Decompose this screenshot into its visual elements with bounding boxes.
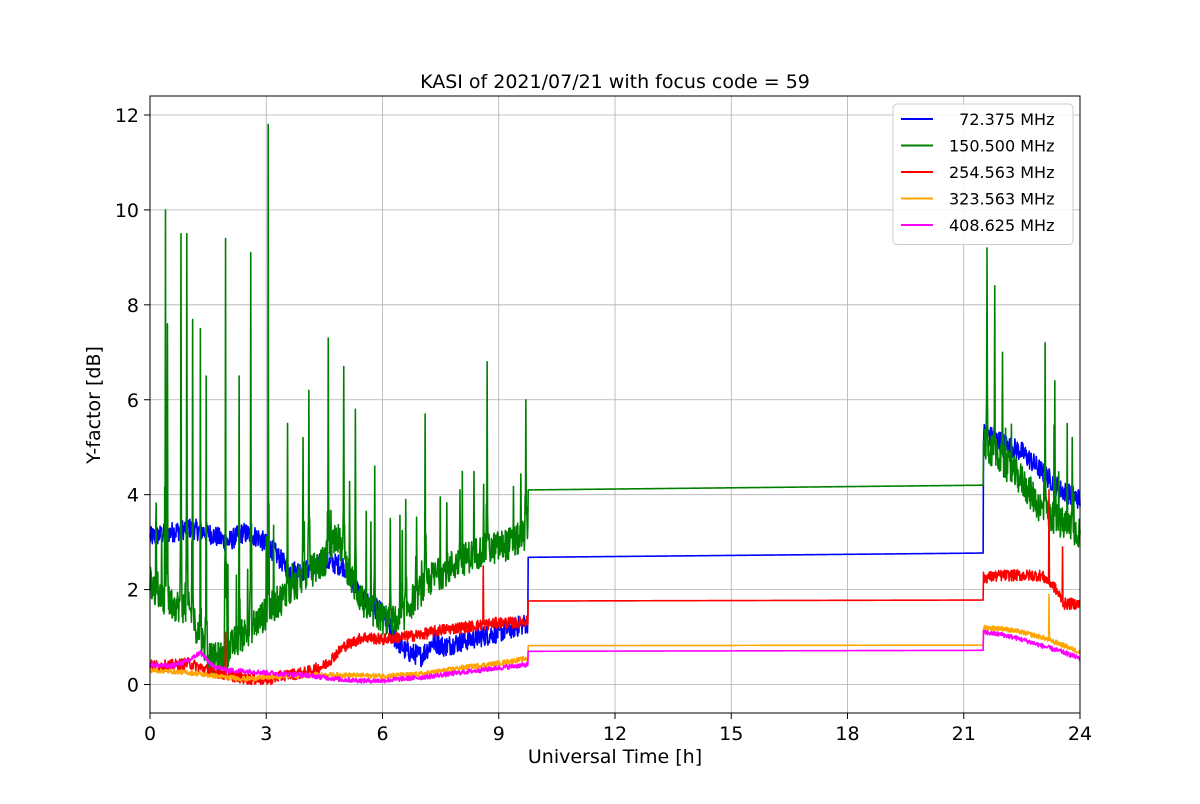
- y-tick-label: 0: [127, 675, 139, 697]
- y-tick-label: 12: [115, 105, 139, 127]
- series-layer: [149, 123, 1081, 686]
- x-tick-label: 6: [376, 723, 388, 745]
- x-tick-label: 15: [719, 723, 743, 745]
- y-tick-label: 4: [127, 485, 139, 507]
- series-line-5: [149, 629, 1081, 684]
- x-tick-label: 24: [1068, 723, 1092, 745]
- legend-label: 323.563 MHz: [949, 190, 1054, 209]
- legend: 72.375 MHz 150.500 MHz 254.563 MHz 323.563 …: [892, 103, 1074, 245]
- x-tick-label: 0: [144, 723, 156, 745]
- x-tick-label: 3: [260, 723, 272, 745]
- legend-label: 408.625 MHz: [949, 216, 1054, 235]
- legend-label: 150.500 MHz: [949, 137, 1054, 156]
- x-tick-label: 12: [603, 723, 627, 745]
- y-tick-label: 8: [127, 295, 139, 317]
- legend-label: 254.563 MHz: [949, 163, 1054, 182]
- y-tick-label: 10: [115, 200, 139, 222]
- chart-title: KASI of 2021/07/21 with focus code = 59: [420, 71, 810, 93]
- x-tick-label: 18: [835, 723, 859, 745]
- legend-box: [892, 103, 1074, 245]
- series-line-3: [149, 489, 1081, 686]
- legend-label: 72.375 MHz: [949, 110, 1054, 129]
- y-tick-label: 2: [127, 580, 139, 602]
- x-axis-label: Universal Time [h]: [528, 746, 702, 768]
- series-line-2: [149, 123, 1081, 678]
- x-tick-label: 9: [493, 723, 505, 745]
- y-tick-label: 6: [127, 390, 139, 412]
- y-axis-label: Y-factor [dB]: [83, 346, 105, 465]
- x-tick-label: 21: [952, 723, 976, 745]
